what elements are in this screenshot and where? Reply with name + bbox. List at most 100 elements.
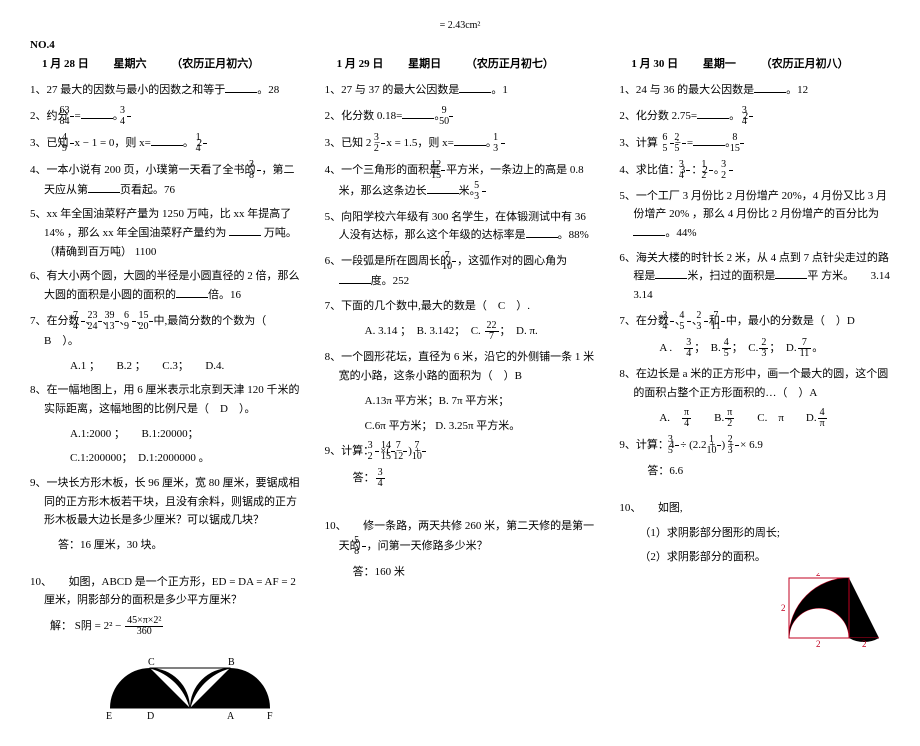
f: 34 bbox=[670, 311, 674, 332]
t: B. bbox=[692, 412, 724, 424]
d: 4 bbox=[686, 171, 690, 181]
n: 9 bbox=[449, 106, 453, 117]
n: 39 bbox=[115, 311, 119, 322]
n: 3 bbox=[381, 133, 385, 144]
blank bbox=[229, 225, 261, 236]
n: 5 bbox=[482, 181, 486, 192]
n: 3 bbox=[375, 441, 379, 452]
col1-date: 1 月 28 日 bbox=[42, 58, 89, 70]
c2-q4: 4、一个三角形的面积是1215平方米，一条边上的高是 0.8米，那么这条边长米。… bbox=[325, 160, 596, 202]
d: 2 bbox=[725, 419, 734, 429]
s: 2 bbox=[816, 639, 821, 648]
f: 227 bbox=[485, 321, 499, 342]
c2-q7-opts: A. 3.14 ； B. 3.142； C. 227； D. π. bbox=[325, 321, 596, 342]
label-A: A bbox=[227, 711, 235, 722]
col1-lunar: （农历正月初六） bbox=[171, 58, 259, 70]
n: 4 bbox=[687, 311, 691, 322]
c2-q9-ans: 答：34 bbox=[325, 468, 596, 489]
t: 。1 bbox=[491, 84, 508, 96]
d: 84 bbox=[70, 117, 74, 127]
t: 9、计算： bbox=[325, 445, 375, 457]
d: 2 bbox=[729, 171, 733, 181]
frac: 34 bbox=[127, 106, 131, 127]
f: 69 bbox=[132, 311, 136, 332]
c2-q6: 6、一段弧是所在圆周长的710，这弧作对的圆心角为度。252 bbox=[325, 251, 596, 291]
c2-q8-optB: C.6π 平方米； D. 3.25π 平方米。 bbox=[325, 417, 596, 436]
t: 3、已知 2 − bbox=[325, 137, 381, 149]
c1-q7: 7、在分数74、2324、3913、69、1520中,最简分数的个数为（ B ）… bbox=[30, 311, 301, 351]
label-B: B bbox=[228, 657, 235, 668]
d: 12 bbox=[403, 452, 407, 462]
f: 35 bbox=[675, 435, 679, 456]
f: 711 bbox=[721, 311, 725, 332]
t: 。 bbox=[812, 342, 823, 354]
d: 20 bbox=[149, 322, 153, 332]
page-number: NO.4 bbox=[30, 39, 890, 51]
t: ，这弧作对的圆心角为 bbox=[457, 255, 567, 267]
label-F: F bbox=[267, 711, 273, 722]
t: A. bbox=[659, 412, 681, 424]
angle-45: 45° bbox=[242, 697, 255, 707]
d: 15 bbox=[740, 144, 744, 154]
c3-q6: 6、海关大楼的时针长 2 米，从 4 点到 7 点针尖走过的路程是米，扫过的面积… bbox=[619, 249, 890, 305]
n: 3 bbox=[670, 311, 674, 322]
c1-q9-ans: 答：16 厘米，30 块。 bbox=[30, 536, 301, 555]
top-formula: = 2.43cm² bbox=[30, 20, 890, 31]
f: 950 bbox=[449, 106, 453, 127]
t: 答： bbox=[353, 472, 375, 484]
col2-lunar: （农历正月初七） bbox=[466, 58, 554, 70]
n: 63 bbox=[70, 106, 74, 117]
c2-q10: 10、 修一条路，两天共修 260 米，第二天修的是第一天的58，问第一天修路多… bbox=[325, 517, 596, 557]
d: 3 bbox=[704, 322, 708, 332]
figure-1: C B E D A F 45° bbox=[100, 643, 280, 723]
d: 13 bbox=[115, 322, 119, 332]
blank bbox=[526, 227, 558, 238]
c3-q5: 5、一个工厂 3 月份比 2 月份增产 20%，4 月份又比 3 月份增产 20… bbox=[619, 187, 890, 243]
col-1: 1 月 28 日 星期六 （农历正月初六） 1、27 最大的因数与最小的因数之和… bbox=[30, 51, 301, 726]
blank bbox=[754, 82, 786, 93]
t: 9、计算：4 bbox=[619, 439, 674, 451]
d: 4 bbox=[684, 349, 693, 359]
n: 3 bbox=[729, 160, 733, 171]
col3-date: 1 月 30 日 bbox=[631, 58, 678, 70]
f: π4 bbox=[682, 408, 691, 429]
f: 110 bbox=[717, 435, 721, 456]
d: 360 bbox=[125, 627, 163, 637]
c3-q9: 9、计算：435÷ (2.2 +110) +23× 6.9 bbox=[619, 435, 890, 456]
d: 10 bbox=[452, 262, 456, 272]
d: 24 bbox=[98, 322, 102, 332]
n: 15 bbox=[149, 311, 153, 322]
t: 解： S阴 = 2² − bbox=[50, 620, 121, 632]
c2-q3: 3、已知 2 −32x = 1.5，则 x=。 13 bbox=[325, 133, 596, 154]
c1-q10: 10、 如图，ABCD 是一个正方形，ED = DA = AF = 2 厘米，阴… bbox=[30, 573, 301, 610]
blank bbox=[693, 135, 725, 146]
f: 32 bbox=[729, 160, 733, 181]
t: 。44% bbox=[665, 227, 696, 239]
n: 7 bbox=[422, 441, 426, 452]
d: 15 bbox=[441, 171, 445, 181]
t: 5、一个工厂 3 月份比 2 月份增产 20%，4 月份又比 3 月份增产 20… bbox=[619, 190, 887, 221]
f: 53 bbox=[482, 181, 486, 202]
n: 3 bbox=[675, 435, 679, 446]
d: 3 bbox=[759, 349, 768, 359]
f: 23 bbox=[735, 435, 739, 456]
d: 4 bbox=[376, 479, 385, 489]
c2-q8: 8、一个圆形花坛，直径为 6 米，沿它的外侧铺一条 1 米宽的小路，这条小路的面… bbox=[325, 348, 596, 385]
d: 2 bbox=[709, 171, 713, 181]
t: 米，扫过的面积是 bbox=[687, 270, 775, 282]
d: 10 bbox=[422, 452, 426, 462]
n: 7 bbox=[403, 441, 407, 452]
f: 32 bbox=[375, 441, 379, 462]
col2-weekday: 星期日 bbox=[408, 58, 441, 70]
s: 2 bbox=[816, 573, 821, 578]
n: 7 bbox=[452, 251, 456, 262]
f: 45 bbox=[722, 338, 731, 359]
blank bbox=[459, 82, 491, 93]
f: 4π bbox=[818, 408, 827, 429]
t: 页看起。76 bbox=[120, 184, 175, 196]
n: 5 bbox=[362, 536, 366, 547]
t: 1、27 与 37 的最大公因数是 bbox=[325, 84, 460, 96]
c1-q6: 6、有大小两个圆，大圆的半径是小圆直径的 2 倍，那么大圆的面积是小圆的面积的倍… bbox=[30, 267, 301, 304]
c2-q7: 7、下面的几个数中,最大的数是（ C ）. bbox=[325, 297, 596, 316]
c2-q5: 5、向阳学校六年级有 300 名学生，在体锻测试中有 36 人没有达标，那么这个… bbox=[325, 208, 596, 245]
